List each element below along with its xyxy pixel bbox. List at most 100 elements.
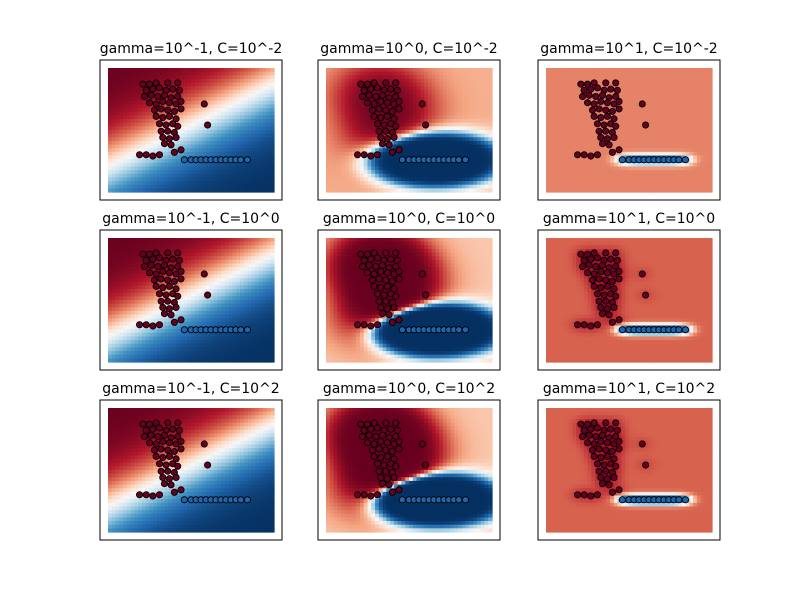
heatmap-cell: [206, 119, 211, 124]
heatmap-cell: [224, 111, 230, 117]
heatmap-cell: [484, 93, 489, 98]
heatmap-cell: [108, 122, 113, 127]
point-class-red: [160, 91, 168, 99]
heatmap-cell: [240, 93, 245, 98]
heatmap-cell: [262, 89, 268, 95]
heatmap-cell: [636, 173, 641, 179]
heatmap-cell: [255, 126, 260, 131]
heatmap-cell: [194, 148, 200, 153]
heatmap-cell: [476, 71, 482, 76]
heatmap-cell: [564, 68, 570, 73]
heatmap-cell: [240, 188, 245, 193]
heatmap-cell: [258, 170, 264, 175]
heatmap-cell: [119, 140, 124, 146]
heatmap-cell: [591, 140, 596, 146]
heatmap-cell: [243, 86, 249, 91]
point-class-red: [615, 146, 623, 154]
heatmap-cell: [572, 89, 577, 95]
heatmap-cell: [480, 144, 486, 149]
heatmap-cell: [454, 173, 459, 179]
heatmap-cell: [375, 71, 380, 76]
heatmap-cell: [232, 162, 237, 168]
heatmap-cell: [632, 162, 638, 168]
heatmap-cell: [442, 100, 448, 106]
heatmap-cell: [221, 108, 226, 113]
heatmap-cell: [221, 238, 226, 243]
heatmap-cell: [262, 256, 268, 261]
heatmap-cell: [644, 111, 649, 117]
heatmap-cell: [431, 170, 437, 175]
heatmap-cell: [401, 126, 406, 131]
heatmap-cell: [123, 173, 128, 179]
heatmap-cell: [561, 170, 566, 175]
heatmap-cell: [636, 170, 641, 175]
heatmap-cell: [636, 82, 641, 87]
heatmap-cell: [659, 162, 664, 168]
heatmap-cell: [412, 188, 418, 193]
heatmap-cell: [469, 184, 474, 189]
heatmap-cell: [160, 241, 166, 246]
heatmap-cell: [647, 68, 653, 73]
heatmap-cell: [108, 93, 113, 98]
heatmap-cell: [386, 89, 391, 95]
heatmap-cell: [175, 173, 181, 179]
heatmap-cell: [187, 259, 192, 265]
heatmap-cell: [583, 97, 589, 102]
heatmap-cell: [344, 111, 350, 117]
heatmap-cell: [708, 111, 713, 117]
heatmap-cell: [629, 170, 634, 175]
heatmap-cell: [134, 259, 139, 265]
heatmap-cell: [579, 119, 585, 124]
heatmap-cell: [640, 86, 645, 91]
heatmap-cell: [183, 71, 188, 76]
heatmap-cell: [232, 170, 237, 175]
heatmap-cell: [183, 75, 188, 80]
heatmap-cell: [587, 181, 592, 186]
heatmap-cell: [461, 173, 467, 179]
heatmap-cell: [431, 133, 437, 138]
heatmap-cell: [175, 166, 181, 171]
heatmap-cell: [134, 89, 139, 95]
heatmap-cell: [329, 173, 335, 179]
heatmap-cell: [115, 181, 120, 186]
heatmap-cell: [243, 188, 249, 193]
heatmap-cell: [209, 111, 215, 117]
heatmap-cell: [240, 238, 245, 243]
heatmap-cell: [606, 155, 611, 160]
heatmap-cell: [232, 119, 237, 124]
heatmap-cell: [700, 177, 706, 182]
heatmap-cell: [644, 148, 649, 153]
heatmap-cell: [572, 75, 577, 80]
heatmap-cell: [564, 170, 570, 175]
heatmap-cell: [473, 71, 478, 76]
heatmap-cell: [108, 137, 113, 142]
heatmap-cell: [119, 100, 124, 106]
heatmap-cell: [621, 133, 626, 138]
heatmap-cell: [442, 119, 448, 124]
heatmap-cell: [420, 115, 425, 120]
heatmap-cell: [145, 119, 151, 124]
heatmap-cell: [636, 166, 641, 171]
heatmap-cell: [420, 93, 425, 98]
heatmap-cell: [461, 133, 467, 138]
heatmap-cell: [473, 140, 478, 146]
heatmap-cell: [363, 188, 369, 193]
heatmap-cell: [591, 159, 596, 164]
heatmap-cell: [149, 238, 154, 243]
heatmap-cell: [681, 140, 687, 146]
heatmap-cell: [348, 130, 354, 135]
heatmap-cell: [435, 184, 440, 189]
heatmap-cell: [488, 148, 493, 153]
heatmap-cell: [644, 108, 649, 113]
heatmap-cell: [595, 173, 600, 179]
heatmap-cell: [662, 115, 668, 120]
heatmap-cell: [629, 115, 634, 120]
point-class-red: [613, 86, 621, 94]
heatmap-cell: [602, 173, 607, 179]
heatmap-cell: [108, 144, 113, 149]
heatmap-cell: [553, 119, 558, 124]
heatmap-cell: [420, 181, 425, 186]
point-class-red: [418, 100, 426, 108]
heatmap-cell: [145, 170, 151, 175]
heatmap-cell: [115, 166, 120, 171]
